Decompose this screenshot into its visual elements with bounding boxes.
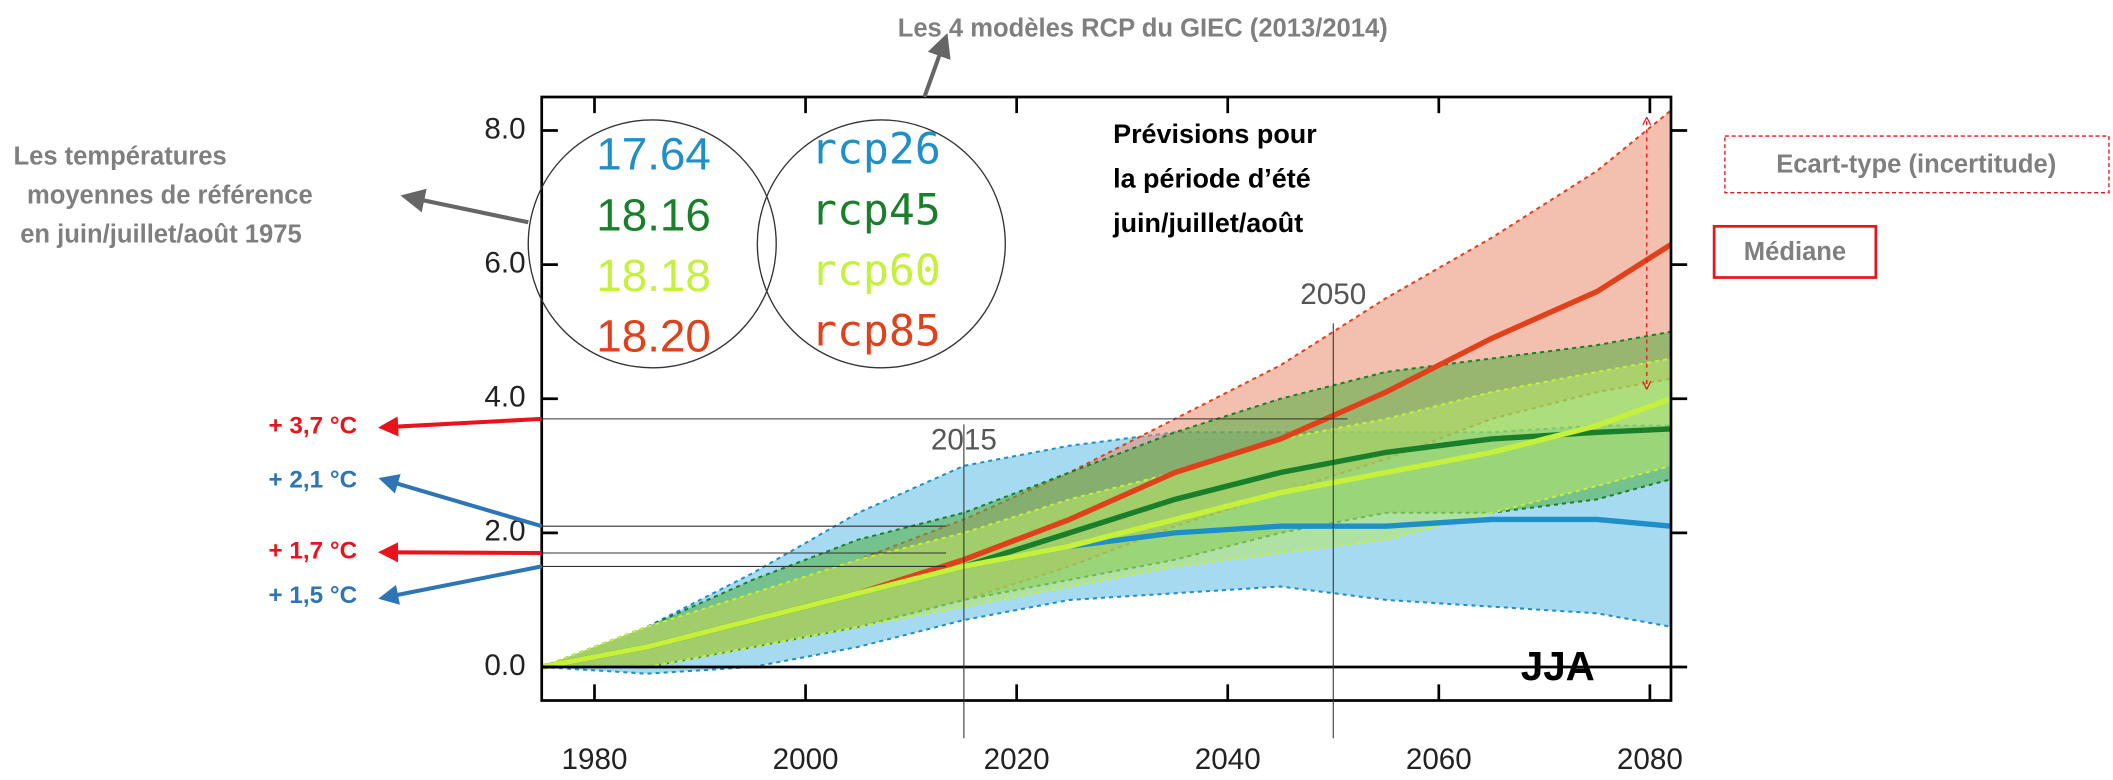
note-line: Les températures — [13, 142, 226, 170]
note-line: Prévisions pour — [1113, 119, 1317, 149]
baseline-circle — [527, 119, 777, 369]
chart-title: Les 4 modèles RCP du GIEC (2013/2014) — [898, 14, 1388, 42]
baseline-value: 18.16 — [596, 189, 711, 240]
y-tick-label: 0.0 — [484, 649, 525, 682]
forecast-note: Prévisions pour la période d’été juin/ju… — [1112, 119, 1324, 238]
x-tick-label: 2080 — [1617, 743, 1683, 776]
plot-area — [540, 95, 1673, 702]
y-tick-label: 6.0 — [484, 246, 525, 279]
note-line: en juin/juillet/août 1975 — [20, 221, 301, 249]
y-tick-label: 4.0 — [484, 381, 525, 414]
x-tick-label: 2040 — [1195, 743, 1261, 776]
baseline-value: 17.64 — [596, 129, 711, 180]
legend-entry: rcp60 — [811, 246, 941, 296]
median-line — [541, 396, 1672, 670]
title-arrow — [922, 33, 951, 98]
note-line: moyennes de référence — [27, 181, 313, 209]
reference-arrow — [378, 416, 542, 437]
reference-arrow — [377, 542, 542, 563]
legend-entry: rcp26 — [811, 125, 941, 175]
year-marker-label: 2015 — [931, 424, 997, 457]
year-marker-label: 2050 — [1300, 278, 1366, 311]
reference-note: Les températures moyennes de référence e… — [13, 142, 319, 248]
reference-label: + 1,5 °C — [269, 582, 358, 609]
note-arrow — [400, 188, 529, 225]
reference-arrow — [378, 564, 543, 605]
baseline-value: 18.18 — [596, 250, 711, 301]
baseline-value: 18.20 — [596, 311, 711, 362]
note-line: la période d’été — [1113, 164, 1311, 194]
season-label: JJA — [1521, 643, 1595, 689]
x-tick-label: 2020 — [984, 743, 1050, 776]
legend-entry: rcp85 — [811, 307, 941, 357]
x-tick-label: 1980 — [562, 743, 628, 776]
median-label: Médiane — [1744, 238, 1846, 266]
x-tick-label: 2000 — [773, 743, 839, 776]
reference-label: + 1,7 °C — [269, 538, 358, 565]
x-tick-label: 2060 — [1406, 743, 1472, 776]
scenario-circle — [756, 119, 1006, 369]
legend-entry: rcp45 — [811, 185, 941, 235]
reference-label: + 2,1 °C — [269, 466, 358, 493]
reference-label: + 3,7 °C — [269, 412, 358, 439]
reference-arrow — [378, 474, 543, 529]
spread-band — [541, 357, 1673, 668]
note-line: juin/juillet/août — [1112, 208, 1303, 238]
median-box — [1712, 224, 1878, 279]
y-tick-label: 8.0 — [484, 112, 525, 145]
spread-label: Ecart-type (incertitude) — [1776, 150, 2056, 178]
